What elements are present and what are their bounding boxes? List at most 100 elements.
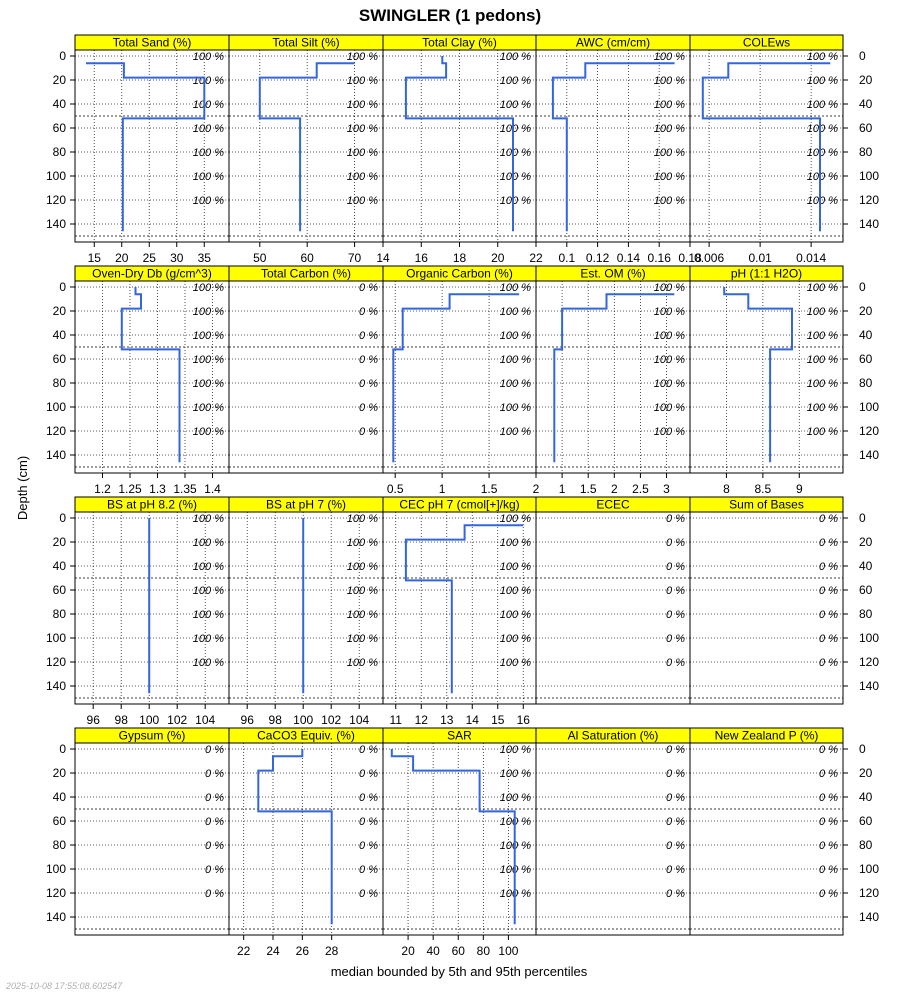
pct-label: 100 % [193,147,224,159]
pct-label: 100 % [347,513,378,525]
panel-10: pH (1:1 H2O) 100 % 100 % 100 % 100 % 100 % 100… [689,265,879,496]
y-tick-label: 80 [859,376,873,390]
profile-line [392,293,520,463]
pct-label: 100 % [500,75,531,87]
panel-strip-label: Est. OM (%) [580,267,645,281]
pct-label: 100 % [654,354,685,366]
pct-label: 100 % [654,402,685,414]
y-tick-label: 100 [859,631,879,645]
x-tick-label: 9 [796,482,803,496]
pct-label: 100 % [500,354,531,366]
pct-label: 0 % [666,585,685,597]
x-tick-label: 20 [115,251,129,265]
pct-label: 100 % [807,195,838,207]
x-tick-label: 0.1 [558,251,575,265]
y-tick-label: 0 [859,742,866,756]
panel-strip-label: CaCO3 Equiv. (%) [257,729,355,743]
panel-strip-label: New Zealand P (%) [715,729,819,743]
pct-label: 0 % [205,864,224,876]
panel-strip-label: Total Carbon (%) [261,267,351,281]
pct-label: 0 % [819,633,838,645]
x-tick-label: 0.12 [586,251,610,265]
chart-title: SWINGLER (1 pedons) [359,6,541,25]
y-tick-label: 20 [53,73,67,87]
x-tick-label: 70 [348,251,362,265]
pct-label: 100 % [347,657,378,669]
y-tick-label: 20 [859,73,873,87]
y-tick-label: 0 [859,511,866,525]
pct-label: 100 % [807,123,838,135]
pct-label: 0 % [666,864,685,876]
y-tick-label: 140 [859,910,879,924]
x-tick-label: 1.35 [173,482,197,496]
y-tick-label: 60 [53,583,67,597]
pct-label: 100 % [807,354,838,366]
y-tick-label: 40 [859,790,873,804]
pct-label: 100 % [500,426,531,438]
panel-13: CEC pH 7 (cmol[+]/kg)100 %100 %100 %100 … [382,496,537,727]
pct-label: 0 % [819,609,838,621]
pct-label: 100 % [193,378,224,390]
pct-label: 100 % [500,195,531,207]
y-tick-label: 60 [53,352,67,366]
x-tick-label: 28 [325,944,339,958]
y-tick-label: 20 [859,766,873,780]
y-tick-label: 40 [53,328,67,342]
profile-line [390,749,516,925]
pct-label: 0 % [359,354,378,366]
y-tick-label: 40 [859,559,873,573]
pct-label: 100 % [500,585,531,597]
x-tick-label: 15 [491,713,505,727]
x-tick-label: 20 [491,251,505,265]
pct-label: 100 % [654,99,685,111]
profile-line [258,62,355,232]
y-tick-label: 60 [859,352,873,366]
panel-4: AWC (cm/cm) 100 % 100 % 100 % 100 % 100 % 100 … [535,34,702,265]
pct-label: 100 % [193,306,224,318]
y-tick-label: 0 [859,49,866,63]
y-tick-label: 120 [46,424,66,438]
x-tick-label: 0.18 [678,251,702,265]
y-tick-label: 0 [859,280,866,294]
panel-strip-label: SAR [447,729,472,743]
pct-label: 100 % [500,378,531,390]
pct-label: 100 % [654,282,685,294]
pct-label: 0 % [819,840,838,852]
x-tick-label: 1.2 [94,482,111,496]
pct-label: 0 % [359,402,378,414]
y-tick-label: 100 [46,862,66,876]
pct-label: 100 % [193,330,224,342]
panel-frame [689,742,844,936]
x-tick-label: 0.16 [648,251,672,265]
pct-label: 100 % [807,282,838,294]
y-tick-label: 80 [53,838,67,852]
pct-label: 0 % [359,816,378,828]
pct-label: 0 % [819,744,838,756]
pct-label: 100 % [347,609,378,621]
y-tick-label: 120 [859,424,879,438]
panel-strip-label: Total Sand (%) [113,36,192,50]
x-tick-label: 104 [349,713,369,727]
profile-line [120,287,181,463]
y-tick-label: 40 [53,559,67,573]
pct-label: 100 % [807,330,838,342]
pct-label: 0 % [819,768,838,780]
pct-label: 100 % [654,171,685,183]
y-tick-label: 0 [59,280,66,294]
pct-label: 100 % [500,744,531,756]
pct-label: 100 % [500,306,531,318]
pct-label: 100 % [807,426,838,438]
panel-9: Est. OM (%) 100 % 100 % 100 % 100 % 100 % 100 … [535,265,691,496]
pct-label: 100 % [193,51,224,63]
panel-frame [689,280,844,474]
panel-15: Sum of Bases 0 % 0 % 0 % 0 % 0 % 0 % 0 % 0 20 40 60… [689,496,879,705]
y-tick-label: 140 [859,679,879,693]
pct-label: 100 % [193,537,224,549]
pct-label: 0 % [819,816,838,828]
pct-label: 100 % [654,426,685,438]
y-tick-label: 100 [46,631,66,645]
pct-label: 100 % [807,99,838,111]
pct-label: 100 % [500,330,531,342]
y-tick-label: 80 [53,607,67,621]
